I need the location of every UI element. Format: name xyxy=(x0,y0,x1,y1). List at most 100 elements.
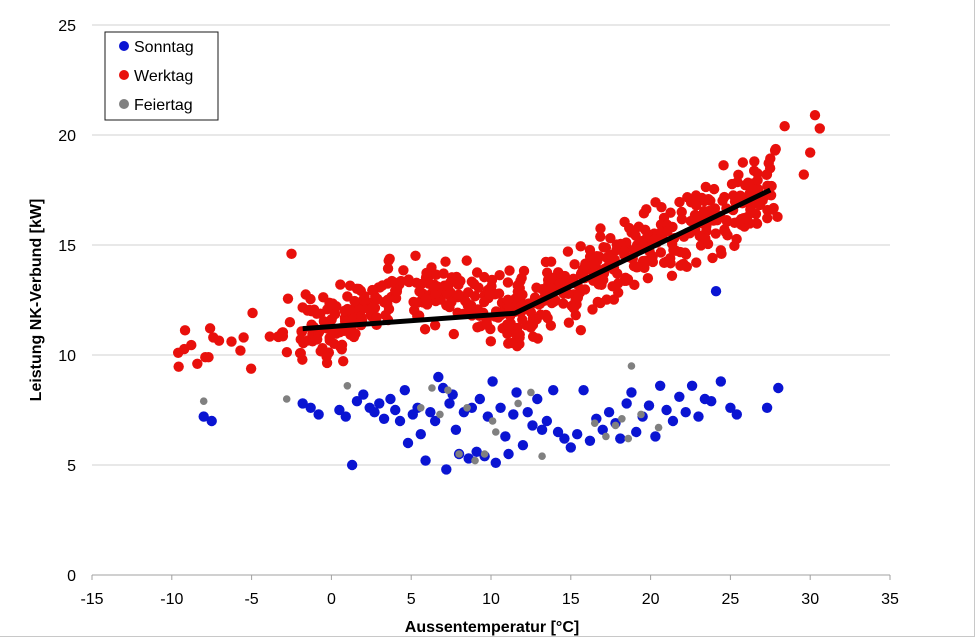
x-axis-title: Aussentemperatur [°C] xyxy=(405,619,579,636)
sonntag-point xyxy=(463,453,474,464)
sonntag-point xyxy=(773,382,784,394)
sonntag-point xyxy=(399,385,411,396)
werktag-point xyxy=(749,156,760,167)
werktag-point xyxy=(700,181,712,193)
werktag-point xyxy=(737,157,749,168)
werktag-point xyxy=(481,319,493,331)
werktag-point xyxy=(440,256,451,267)
axes xyxy=(91,574,891,580)
x-tick-label: 10 xyxy=(482,591,500,608)
werktag-point xyxy=(420,293,432,305)
y-tick-label: 0 xyxy=(67,568,76,585)
sonntag-point xyxy=(597,424,608,435)
werktag-point xyxy=(503,320,514,331)
werktag-point xyxy=(466,276,478,287)
werktag-point xyxy=(311,334,323,345)
werktag-point xyxy=(691,257,702,268)
werktag-point xyxy=(461,255,472,266)
sonntag-point xyxy=(508,409,519,420)
sonntag-point xyxy=(346,459,358,471)
feiertag-point xyxy=(538,452,546,461)
werktag-point xyxy=(639,224,651,236)
werktag-point xyxy=(676,206,687,218)
feiertag-point xyxy=(590,419,599,428)
x-tick-label: 5 xyxy=(407,591,416,608)
werktag-point xyxy=(805,147,816,158)
sonntag-point xyxy=(490,457,501,468)
werktag-point xyxy=(754,199,766,211)
werktag-point xyxy=(245,363,257,374)
sonntag-point xyxy=(433,371,444,383)
legend-marker xyxy=(119,70,129,80)
werktag-point xyxy=(502,294,514,305)
werktag-point xyxy=(305,293,316,305)
werktag-point xyxy=(595,223,606,234)
feiertag-point xyxy=(602,432,610,441)
sonntag-point xyxy=(402,437,414,449)
sonntag-point xyxy=(334,404,345,416)
feiertag-point xyxy=(428,384,436,392)
x-tick-label: 0 xyxy=(327,591,336,608)
werktag-point xyxy=(569,259,580,270)
werktag-point xyxy=(750,208,762,220)
feiertag-point xyxy=(444,386,452,395)
werktag-point xyxy=(421,267,432,279)
werktag-point xyxy=(276,327,288,339)
werktag-point xyxy=(344,304,356,315)
y-tick-label: 20 xyxy=(58,128,76,145)
sonntag-point xyxy=(584,435,596,446)
werktag-point xyxy=(546,283,557,294)
werktag-point xyxy=(208,332,219,343)
sonntag-point xyxy=(731,409,742,420)
sonntag-point xyxy=(358,389,369,400)
sonntag-point xyxy=(487,376,498,387)
werktag-point xyxy=(414,286,425,297)
x-tick-label: -5 xyxy=(244,591,258,608)
sonntag-point xyxy=(385,393,396,405)
werktag-point xyxy=(462,287,474,298)
sonntag-point xyxy=(390,404,401,416)
sonntag-point xyxy=(500,431,511,442)
werktag-point xyxy=(554,278,566,289)
werktag-point xyxy=(798,169,810,180)
werktag-point xyxy=(204,323,216,334)
werktag-point xyxy=(284,317,296,328)
legend: Sonntag Werktag Feiertag xyxy=(104,31,219,121)
sonntag-point xyxy=(313,409,324,420)
sonntag-point xyxy=(536,424,548,435)
werktag-point xyxy=(412,297,424,308)
sonntag-point xyxy=(578,385,589,396)
werktag-point xyxy=(545,256,557,267)
werktag-point xyxy=(532,333,543,344)
werktag-point xyxy=(485,336,497,347)
werktag-point xyxy=(719,191,730,203)
werktag-point xyxy=(348,331,360,343)
werktag-point xyxy=(349,295,360,307)
werktag-point xyxy=(441,300,452,311)
feiertag-point xyxy=(624,434,633,443)
werktag-point xyxy=(641,204,652,215)
werktag-point xyxy=(192,358,203,369)
sonntag-point xyxy=(441,464,452,475)
y-axis-title: Leistung NK-Verbund [kW] xyxy=(28,199,45,402)
werktag-point xyxy=(517,289,528,300)
werktag-point xyxy=(809,110,821,121)
sonntag-point xyxy=(686,380,698,391)
feiertag-point xyxy=(480,450,489,458)
feiertag-point xyxy=(514,399,522,408)
sonntag-point xyxy=(548,385,559,396)
werktag-point xyxy=(395,275,407,287)
werktag-point xyxy=(562,246,574,257)
sonntag-point xyxy=(374,398,385,409)
feiertag-point xyxy=(654,423,663,432)
werktag-point xyxy=(429,320,441,331)
werktag-point xyxy=(679,247,691,258)
werktag-point xyxy=(448,328,460,340)
werktag-point xyxy=(173,361,184,372)
werktag-point xyxy=(383,255,394,266)
sonntag-point xyxy=(415,429,426,440)
werktag-point xyxy=(656,201,667,213)
x-tick-label: 20 xyxy=(642,591,660,608)
feiertag-point xyxy=(471,456,479,465)
sonntag-point xyxy=(571,429,583,440)
